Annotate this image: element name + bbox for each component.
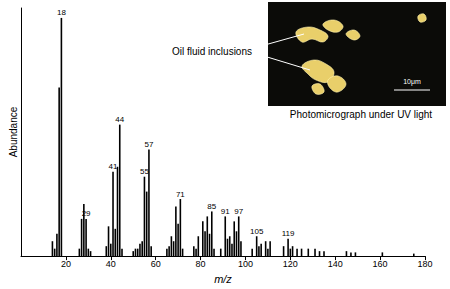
svg-text:Oil fluid inclusions: Oil fluid inclusions [172,46,252,57]
svg-text:m/z: m/z [214,273,232,285]
svg-text:119: 119 [282,229,295,238]
svg-text:57: 57 [144,140,153,149]
svg-text:18: 18 [57,8,66,17]
svg-text:105: 105 [250,227,264,236]
svg-text:41: 41 [109,162,118,171]
svg-text:44: 44 [115,115,124,124]
svg-text:20: 20 [61,259,71,269]
svg-text:100: 100 [238,259,253,269]
svg-text:29: 29 [82,209,91,218]
svg-text:120: 120 [283,259,298,269]
svg-text:10μm: 10μm [403,78,421,86]
svg-text:71: 71 [176,190,185,199]
svg-text:Abundance: Abundance [8,106,19,157]
svg-text:Photomicrograph under UV light: Photomicrograph under UV light [290,109,433,120]
svg-text:60: 60 [151,259,161,269]
svg-text:40: 40 [106,259,116,269]
svg-text:160: 160 [373,259,388,269]
svg-text:91: 91 [221,207,230,216]
svg-text:140: 140 [328,259,343,269]
svg-text:180: 180 [417,259,432,269]
svg-text:80: 80 [196,259,206,269]
svg-text:55: 55 [140,167,149,176]
svg-text:97: 97 [234,207,243,216]
svg-text:85: 85 [207,202,216,211]
